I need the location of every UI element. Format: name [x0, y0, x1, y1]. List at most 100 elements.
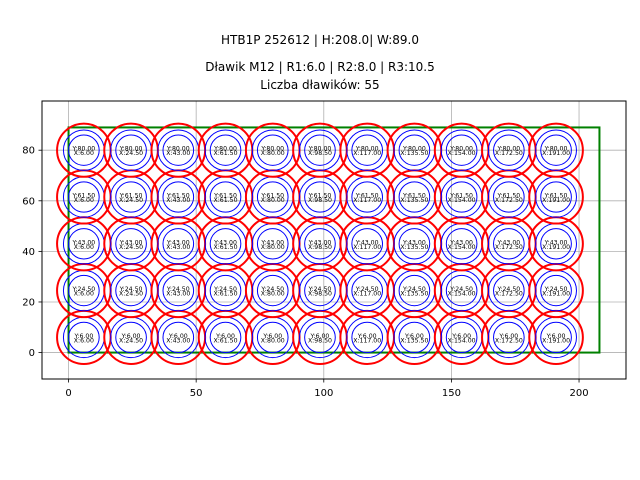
gland-x-label: X:24.50	[119, 291, 143, 298]
circle-r1	[115, 321, 147, 354]
circle-r1	[115, 228, 147, 260]
circle-r1	[540, 228, 572, 260]
circle-r1	[351, 321, 383, 354]
cable-gland: Y:24.50X:24.50	[103, 263, 159, 319]
circle-r1	[115, 181, 147, 213]
gland-x-label: X:6.00	[74, 291, 94, 298]
gland-x-label: X:98.50	[308, 244, 332, 251]
gland-x-label: X:24.50	[119, 197, 143, 204]
gland-y-label: Y:80.00	[308, 146, 332, 153]
gland-x-label: X:117.00	[353, 244, 381, 251]
y-tick-label: 20	[22, 297, 35, 308]
circle-r1	[304, 274, 336, 307]
gland-y-label: Y:80.00	[496, 146, 520, 153]
cable-gland: Y:43.00X:154.00	[433, 216, 490, 272]
circle-r1	[209, 134, 242, 166]
gland-x-label: X:172.50	[495, 337, 523, 344]
gland-x-label: X:80.00	[261, 150, 285, 157]
cable-gland: Y:61.50X:98.50	[292, 169, 348, 225]
gland-y-label: Y:6.00	[73, 333, 93, 340]
x-axis: 0 50 100 150 200	[65, 379, 589, 399]
circle-r1	[398, 321, 431, 354]
gland-x-label: X:191.00	[542, 150, 570, 157]
circle-r1	[493, 274, 525, 307]
gland-y-label: Y:24.50	[355, 286, 379, 293]
gland-x-label: X:98.50	[308, 337, 332, 344]
circle-r1	[209, 181, 242, 213]
y-tick-label: 80	[22, 146, 35, 157]
gland-x-label: X:61.50	[213, 291, 237, 298]
circle-r1	[398, 134, 431, 166]
gland-x-label: X:98.50	[308, 150, 332, 157]
gland-y-label: Y:43.00	[308, 239, 332, 246]
gland-y-label: Y:80.00	[119, 146, 143, 153]
gland-x-label: X:80.00	[261, 291, 285, 298]
cable-gland: Y:24.50X:135.50	[386, 263, 443, 319]
cable-gland: Y:6.00X:172.50	[481, 309, 537, 365]
circle-r2	[535, 129, 577, 171]
gland-x-label: X:61.50	[213, 197, 237, 204]
axes-frame	[41, 100, 627, 380]
gland-y-label: Y:6.00	[168, 333, 188, 340]
circle-r1	[209, 274, 242, 307]
gland-y-label: Y:6.00	[262, 333, 282, 340]
circle-r1	[304, 181, 336, 213]
gland-y-label: Y:80.00	[166, 146, 190, 153]
cable-gland: Y:6.00X:135.50	[386, 309, 443, 365]
circle-r1	[445, 134, 478, 166]
gland-x-label: X:24.50	[119, 337, 143, 344]
circle-r1	[540, 134, 572, 166]
gland-x-label: X:61.50	[213, 337, 237, 344]
gland-y-label: Y:24.50	[213, 286, 237, 293]
circle-r1	[162, 321, 195, 354]
circle-r1	[209, 321, 242, 354]
circle-r1	[256, 274, 289, 307]
gland-x-label: X:172.50	[495, 150, 523, 157]
circle-r1	[162, 228, 195, 260]
circle-r1	[445, 274, 478, 307]
cable-gland: Y:24.50X:61.50	[197, 263, 254, 319]
circle-r1	[540, 321, 572, 354]
gland-y-label: Y:61.50	[544, 192, 568, 199]
circle-r1	[256, 134, 289, 166]
cable-gland: Y:24.50X:154.00	[433, 263, 490, 319]
gland-x-label: X:191.00	[542, 291, 570, 298]
circle-r1	[398, 181, 431, 213]
gland-x-label: X:191.00	[542, 337, 570, 344]
cable-gland: Y:6.00X:154.00	[433, 309, 490, 365]
cable-gland: Y:24.50X:80.00	[244, 263, 301, 319]
gland-x-label: X:172.50	[495, 244, 523, 251]
gland-y-label: Y:61.50	[71, 192, 95, 199]
gland-x-label: X:98.50	[308, 197, 332, 204]
x-tick-label: 150	[442, 388, 461, 399]
gland-y-label: Y:43.00	[213, 239, 237, 246]
gland-y-label: Y:43.00	[449, 239, 473, 246]
cable-gland: Y:43.00X:135.50	[386, 216, 443, 272]
gland-x-label: X:154.00	[448, 291, 476, 298]
circle-r1	[304, 134, 336, 166]
circle-r1	[445, 181, 478, 213]
y-tick-label: 40	[22, 247, 35, 258]
gland-y-label: Y:6.00	[215, 333, 235, 340]
gland-x-label: X:154.00	[448, 244, 476, 251]
circle-r1	[256, 321, 289, 354]
gland-y-label: Y:24.50	[260, 286, 284, 293]
gland-x-label: X:117.00	[353, 337, 381, 344]
cable-gland: Y:24.50X:43.00	[150, 263, 207, 319]
gland-y-label: Y:6.00	[121, 333, 141, 340]
circle-r1	[115, 134, 147, 166]
gland-y-label: Y:24.50	[308, 286, 332, 293]
gland-y-label: Y:6.00	[451, 333, 471, 340]
chart-title-line1: HTB1P 252612 | H:208.0| W:89.0	[221, 33, 419, 47]
circle-r1	[115, 274, 147, 307]
x-tick-label: 100	[314, 388, 333, 399]
gland-y-label: Y:43.00	[119, 239, 143, 246]
chart-title-line2: Dławik M12 | R1:6.0 | R2:8.0 | R3:10.5	[205, 60, 435, 74]
gland-y-label: Y:24.50	[402, 286, 426, 293]
cable-gland: Y:6.00X:191.00	[528, 309, 584, 365]
cable-gland: Y:6.00X:6.00	[56, 309, 112, 365]
plot-area: Y:6.00X:6.00Y:6.00X:24.50Y:6.00X:43.00Y:…	[56, 122, 601, 365]
gland-x-label: X:43.00	[166, 244, 190, 251]
cable-gland: Y:43.00X:98.50	[292, 216, 348, 272]
gland-y-label: Y:80.00	[402, 146, 426, 153]
